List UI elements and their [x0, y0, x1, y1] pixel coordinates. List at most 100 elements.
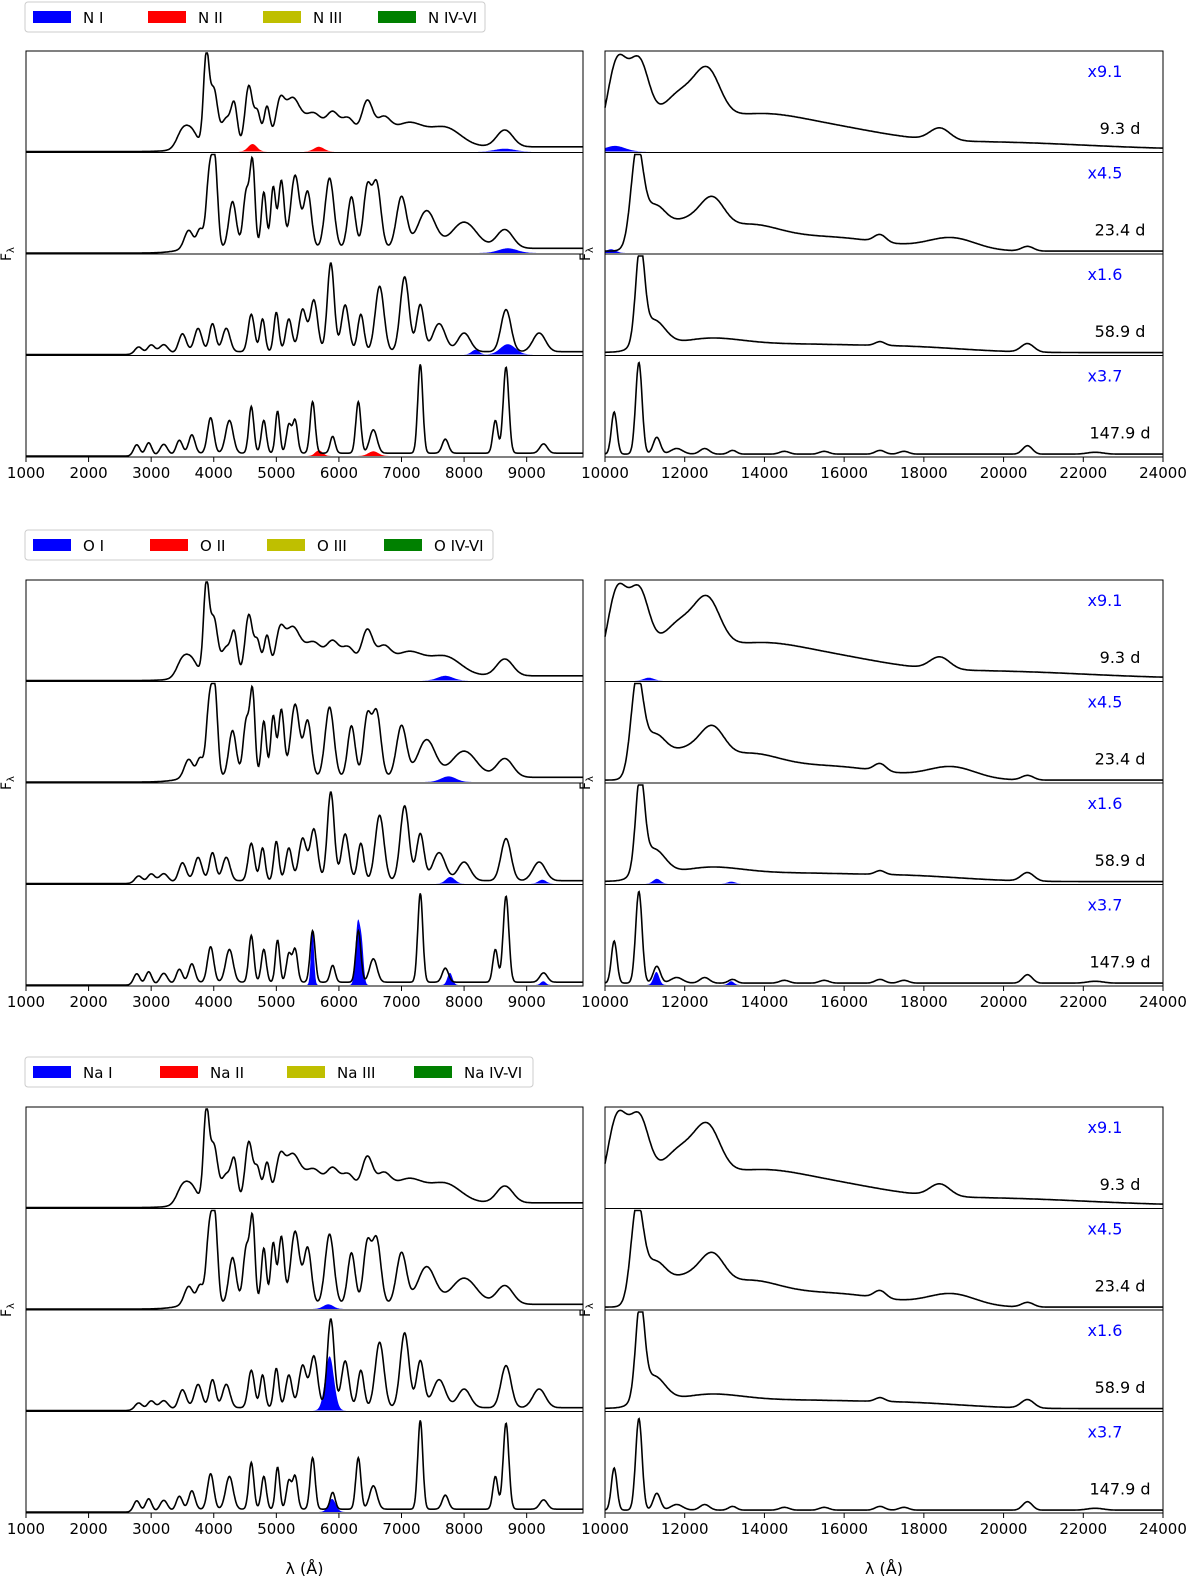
spectrum-line	[26, 1420, 583, 1513]
x-tick-label: 16000	[820, 1520, 868, 1538]
y-axis-label-left: Fλ	[0, 776, 17, 790]
legend-swatch	[384, 539, 422, 551]
x-tick-label: 7000	[382, 1520, 420, 1538]
panel-optical-0	[25, 1106, 584, 1209]
legend-label: Na III	[337, 1064, 375, 1082]
x-tick-label: 3000	[132, 464, 170, 482]
legend-frame	[24, 1, 486, 33]
y-axis-label-subscript: λ	[6, 1303, 17, 1309]
ion-fill-n-i	[26, 344, 583, 355]
x-tick-label: 22000	[1059, 993, 1107, 1011]
x-tick-label: 9000	[508, 464, 546, 482]
legend: N I N II N III N IV-VI	[24, 1, 486, 33]
x-tick-label: 22000	[1059, 464, 1107, 482]
x-tick-label: 18000	[900, 464, 948, 482]
epoch-label: 9.3 d	[1100, 119, 1141, 138]
spectrum-line	[26, 1318, 583, 1412]
ion-fill-n-i	[605, 145, 1163, 152]
legend-swatch	[150, 539, 188, 551]
legend-label: N II	[198, 9, 223, 27]
scale-factor-label: x1.6	[1088, 1321, 1123, 1340]
scale-factor-label: x9.1	[1088, 1118, 1123, 1137]
x-tick-label: 24000	[1139, 993, 1187, 1011]
x-tick-label: 7000	[382, 993, 420, 1011]
epoch-label: 23.4 d	[1095, 750, 1146, 769]
scale-factor-label: x1.6	[1088, 794, 1123, 813]
ion-fill-o-i	[605, 971, 1163, 985]
scale-factor-label: x9.1	[1088, 591, 1123, 610]
x-tick-label: 5000	[257, 993, 295, 1011]
spectrum-line	[604, 1109, 1163, 1205]
panel-frame	[25, 579, 584, 682]
x-tick-label: 1000	[7, 993, 45, 1011]
panel-frame	[604, 50, 1164, 153]
spectrum-line	[26, 791, 583, 885]
spectrum-line	[604, 1417, 1163, 1511]
panel-optical-1	[25, 1208, 584, 1311]
panel-optical-3	[25, 355, 584, 458]
panel-ir-3: x3.7 147.9 d	[604, 1411, 1164, 1514]
scale-factor-label: x4.5	[1088, 164, 1123, 183]
legend: O I O II O III O IV-VI	[24, 529, 494, 561]
legend-label: O II	[200, 537, 225, 555]
spectrum-line	[605, 255, 1163, 354]
x-tick-label: 20000	[980, 1520, 1028, 1538]
spectrum-line	[605, 1311, 1163, 1410]
x-tick-label: 12000	[661, 993, 709, 1011]
x-tick-label: 2000	[69, 464, 107, 482]
x-tick-label: 9000	[508, 993, 546, 1011]
legend-swatch	[378, 11, 416, 23]
epoch-label: 147.9 d	[1089, 953, 1150, 972]
legend-label: N I	[83, 9, 103, 27]
x-axis-optical: 1000 2000 3000 4000 5000 6000 7000 8000 9000	[7, 457, 546, 482]
x-axis-ir: 10000 12000 14000 16000 18000 20000 22000 24000	[581, 1513, 1187, 1538]
scale-factor-label: x3.7	[1088, 1423, 1123, 1442]
panel-frame	[25, 884, 584, 987]
epoch-label: 9.3 d	[1100, 1175, 1141, 1194]
x-tick-label: 1000	[7, 1520, 45, 1538]
x-tick-label: 12000	[661, 1520, 709, 1538]
x-tick-label: 1000	[7, 464, 45, 482]
panel-frame	[604, 355, 1164, 458]
y-axis-label-subscript: λ	[6, 247, 17, 253]
spectrum-line	[605, 784, 1163, 883]
legend-swatch	[33, 11, 71, 23]
panel-frame	[604, 1106, 1164, 1209]
y-axis-label-right: Fλ	[578, 776, 596, 790]
x-tick-label: 20000	[980, 993, 1028, 1011]
ion-fill-o-i	[26, 776, 583, 782]
spectrum-line	[26, 581, 583, 682]
panel-frame	[25, 782, 584, 885]
x-tick-label: 6000	[320, 1520, 358, 1538]
spectrum-line	[26, 893, 583, 986]
panel-frame	[25, 253, 584, 356]
spectrum-line	[26, 364, 583, 457]
epoch-label: 58.9 d	[1095, 322, 1146, 341]
legend-frame	[24, 529, 494, 561]
panel-frame	[604, 681, 1164, 784]
panel-optical-0	[25, 579, 584, 682]
panel-optical-1	[25, 681, 584, 784]
legend-frame	[24, 1056, 534, 1088]
epoch-label: 9.3 d	[1100, 648, 1141, 667]
panel-ir-0: x9.1 9.3 d	[604, 579, 1164, 682]
spectrum-line	[604, 582, 1163, 678]
panel-optical-3	[25, 884, 584, 987]
x-tick-label: 3000	[132, 1520, 170, 1538]
legend-label: N III	[313, 9, 342, 27]
panel-optical-2	[25, 782, 584, 885]
x-tick-label: 18000	[900, 1520, 948, 1538]
legend-label: N IV-VI	[428, 9, 477, 27]
x-tick-label: 4000	[195, 1520, 233, 1538]
ion-fill-o-i	[26, 675, 583, 681]
legend-swatch	[33, 539, 71, 551]
x-tick-label: 8000	[445, 1520, 483, 1538]
panel-optical-0	[25, 50, 584, 153]
panel-frame	[604, 1208, 1164, 1311]
panel-optical-2	[25, 1309, 584, 1412]
x-tick-label: 18000	[900, 993, 948, 1011]
x-tick-label: 2000	[69, 1520, 107, 1538]
